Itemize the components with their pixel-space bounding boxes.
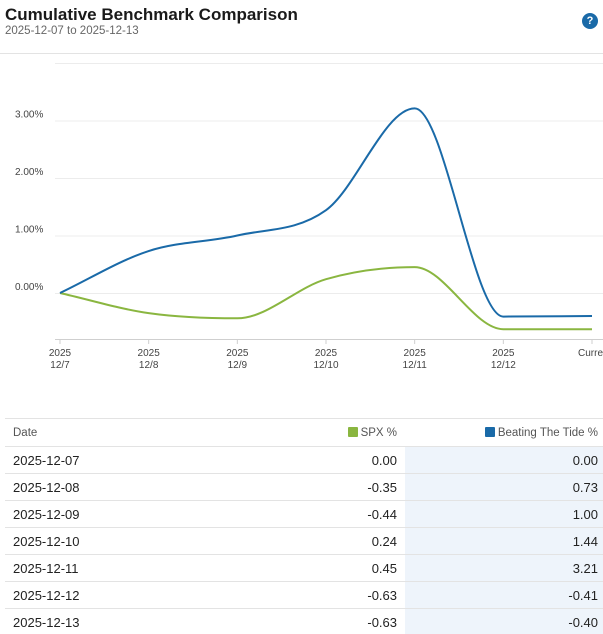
table-header-row: Date SPX % Beating The Tide % (5, 418, 603, 447)
x-tick-label: 2025 (49, 348, 72, 359)
chart-svg: 0.00%1.00%2.00%3.00% 202512/7202512/8202… (15, 63, 603, 371)
date-column-header: Date (5, 418, 205, 447)
table-row: 2025-12-13 -0.63 -0.40 (5, 608, 603, 634)
date-cell: 2025-12-08 (5, 473, 205, 501)
spx-legend-swatch (347, 426, 358, 437)
page-title: Cumulative Benchmark Comparison (5, 5, 298, 24)
spx-column-header[interactable]: SPX % (205, 418, 405, 447)
spx-cell: -0.63 (205, 581, 405, 609)
x-tick-label: 2025 (226, 348, 249, 359)
spx-cell: 0.24 (205, 527, 405, 555)
btt-cell: 0.73 (405, 473, 603, 501)
btt-line (59, 107, 593, 318)
x-tick-label: 2025 (315, 348, 338, 359)
date-cell: 2025-12-07 (5, 446, 205, 474)
spx-cell: 0.00 (205, 446, 405, 474)
btt-cell: -0.41 (405, 581, 603, 609)
table-row: 2025-12-11 0.45 3.21 (5, 554, 603, 582)
y-tick-label: 1.00% (15, 225, 43, 236)
btt-cell: 0.00 (405, 446, 603, 474)
btt-column-header[interactable]: Beating The Tide % (405, 418, 603, 447)
spx-column-label: SPX % (360, 426, 397, 439)
table-row: 2025-12-07 0.00 0.00 (5, 446, 603, 474)
x-tick-label: 2025 (492, 348, 515, 359)
y-tick-label: 2.00% (15, 167, 43, 178)
x-tick-label: 2025 (138, 348, 161, 359)
spx-line (59, 266, 592, 331)
x-tick-label: Curre (578, 348, 603, 359)
x-tick-label: 12/8 (139, 360, 159, 371)
table-row: 2025-12-12 -0.63 -0.41 (5, 581, 603, 609)
comparison-table: Date SPX % Beating The Tide % 2025-12-07… (5, 418, 603, 634)
header: Cumulative Benchmark Comparison 2025-12-… (0, 0, 603, 54)
spx-cell: 0.45 (205, 554, 405, 582)
x-tick-label: 12/11 (403, 360, 428, 371)
date-cell: 2025-12-11 (5, 554, 205, 582)
x-tick-label: 12/9 (228, 360, 248, 371)
btt-legend-swatch (484, 426, 495, 437)
table-row: 2025-12-09 -0.44 1.00 (5, 500, 603, 528)
table-row: 2025-12-10 0.24 1.44 (5, 527, 603, 555)
spx-cell: -0.44 (205, 500, 405, 528)
btt-cell: 1.44 (405, 527, 603, 555)
spx-cell: -0.63 (205, 608, 405, 634)
btt-cell: -0.40 (405, 608, 603, 634)
spx-cell: -0.35 (205, 473, 405, 501)
date-cell: 2025-12-13 (5, 608, 205, 634)
x-tick-label: 12/7 (50, 360, 70, 371)
benchmark-chart: 0.00% 1.00% 2.00% 3.00% 2025 12/7 2025 12/8 202… (0, 55, 603, 410)
x-tick-label: 2025 (404, 348, 427, 359)
date-cell: 2025-12-12 (5, 581, 205, 609)
x-tick-label: 12/12 (491, 360, 516, 371)
date-range: 2025-12-07 to 2025-12-13 (5, 25, 139, 37)
btt-cell: 1.00 (405, 500, 603, 528)
help-icon[interactable]: ? (582, 13, 598, 29)
date-cell: 2025-12-10 (5, 527, 205, 555)
y-tick-label: 3.00% (15, 110, 43, 121)
btt-column-label: Beating The Tide % (497, 426, 598, 439)
date-cell: 2025-12-09 (5, 500, 205, 528)
x-tick-label: 12/10 (313, 360, 338, 371)
table-row: 2025-12-08 -0.35 0.73 (5, 473, 603, 501)
y-tick-label: 0.00% (15, 282, 43, 293)
btt-cell: 3.21 (405, 554, 603, 582)
